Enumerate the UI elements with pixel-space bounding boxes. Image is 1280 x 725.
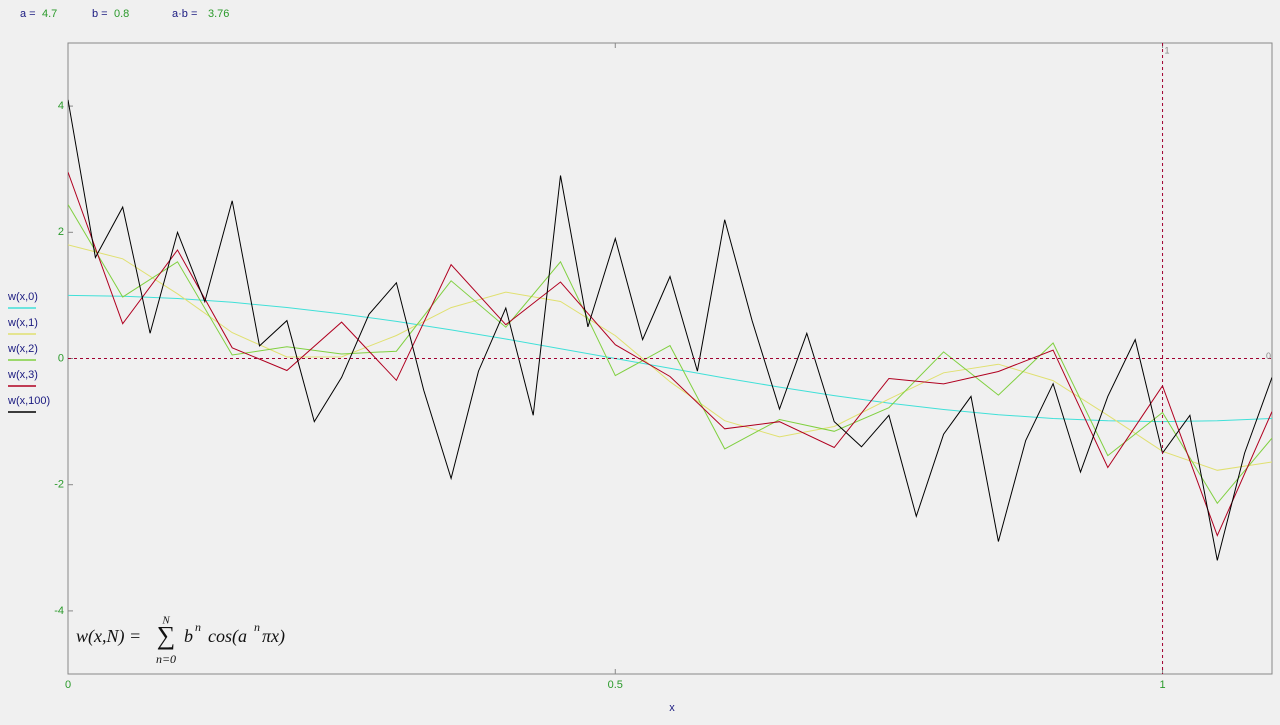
legend-label: w(x,2) <box>7 343 38 355</box>
formula-sum: ∑ <box>157 621 176 650</box>
y-tick-label: 0 <box>58 352 64 364</box>
series-line <box>68 294 1272 423</box>
marker-label: 0 <box>1266 351 1271 361</box>
y-tick-label: 2 <box>58 226 64 238</box>
definition-label: a = <box>20 8 36 20</box>
legend-label: w(x,3) <box>7 369 38 381</box>
formula-lower: n=0 <box>156 652 176 666</box>
series-layer <box>68 99 1272 561</box>
definition-value: 4.7 <box>42 8 57 20</box>
formula-exp: n <box>254 620 260 634</box>
series-line <box>68 172 1272 537</box>
formula-func: cos(a <box>208 626 247 647</box>
formula-base: b <box>184 626 193 646</box>
x-tick-label: 0.5 <box>608 679 623 691</box>
y-tick-label: -2 <box>54 479 64 491</box>
x-tick-label: 0 <box>65 679 71 691</box>
series-line <box>68 244 1272 471</box>
series-line <box>68 99 1272 561</box>
formula-tail: πx) <box>262 626 285 647</box>
y-tick-label: 4 <box>58 100 64 112</box>
definition-label: a·b = <box>172 8 197 20</box>
formula-exp: n <box>195 620 201 634</box>
definition-value: 3.76 <box>208 8 229 20</box>
y-tick-label: -4 <box>54 605 64 617</box>
marker-label: 1 <box>1165 45 1170 55</box>
definition-value: 0.8 <box>114 8 129 20</box>
x-tick-label: 1 <box>1159 679 1165 691</box>
legend-label: w(x,0) <box>7 291 38 303</box>
formula-lhs: w(x,N) = <box>76 626 141 647</box>
formula: w(x,N) = N ∑ n=0 b n cos(a n πx) <box>76 615 285 666</box>
formula-upper: N <box>161 615 170 627</box>
legend-label: w(x,1) <box>7 317 38 329</box>
legend-label: w(x,100) <box>7 395 50 407</box>
definition-label: b = <box>92 8 108 20</box>
series-line <box>68 204 1272 505</box>
x-axis-label: x <box>669 702 675 714</box>
